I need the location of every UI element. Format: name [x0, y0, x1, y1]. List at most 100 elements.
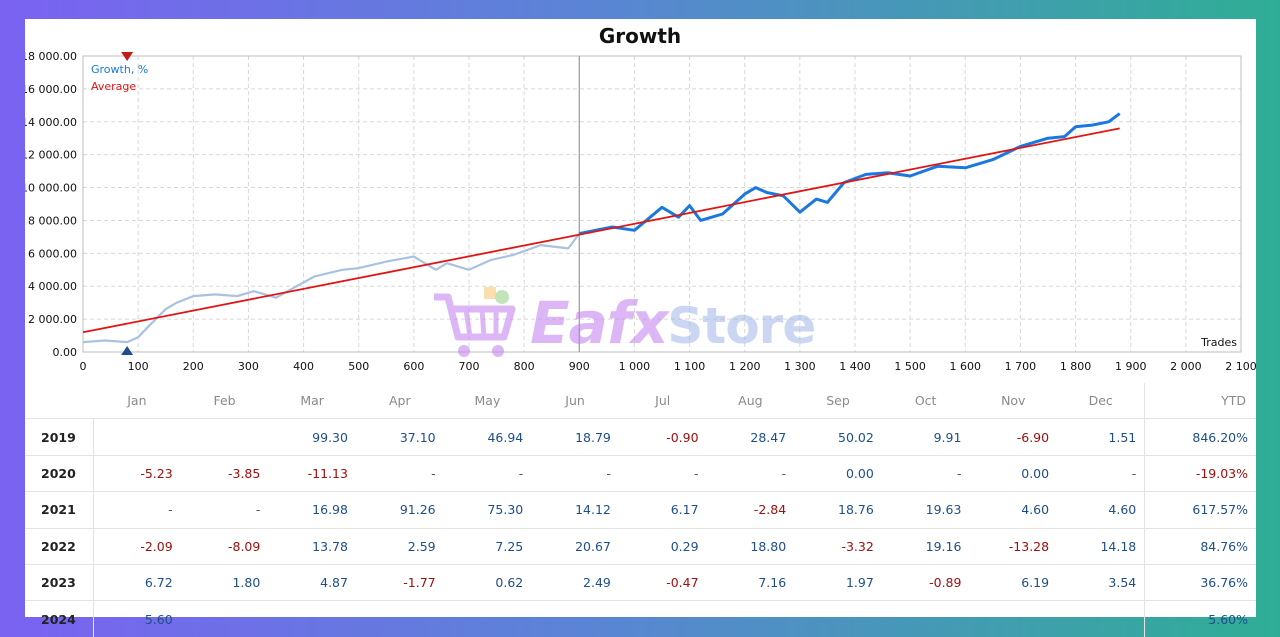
x-tick-label: 500: [348, 360, 369, 373]
month-value-cell: 20.67: [531, 528, 619, 565]
x-tick-label: 1 700: [1005, 360, 1037, 373]
x-tick-label: 1 900: [1115, 360, 1147, 373]
month-value-cell: [180, 418, 269, 456]
month-value-cell: -6.90: [969, 418, 1058, 456]
table-row: 2023 6.72 1.80 4.87 -1.77 0.62 2.49 -0.47 7.16 1.…: [25, 564, 1256, 602]
month-value-cell: [181, 601, 269, 637]
monthly-returns-table: Jan Feb Mar Apr May Jun Jul Aug Sep Oct …: [25, 383, 1256, 637]
month-value-cell: -: [1057, 455, 1145, 493]
month-value-cell: 0.00: [969, 455, 1058, 493]
ytd-value-cell: 846.20%: [1144, 418, 1256, 456]
y-tick-label: 8 000.00: [28, 214, 77, 227]
month-value-cell: 99.30: [268, 418, 356, 456]
month-header: May: [443, 383, 532, 420]
x-tick-label: 1 600: [950, 360, 982, 373]
month-value-cell: [356, 601, 444, 637]
month-value-cell: 1.97: [794, 564, 882, 602]
year-cell: 2024: [25, 600, 94, 637]
y-tick-label: 16 000.00: [25, 83, 77, 96]
chart-title: Growth: [599, 24, 681, 48]
month-value-cell: 91.26: [355, 491, 444, 529]
x-tick-label: 200: [183, 360, 204, 373]
month-value-cell: 16.98: [268, 491, 356, 529]
x-tick-label: 0: [80, 360, 87, 373]
month-value-cell: 2.49: [531, 564, 619, 602]
month-value-cell: 0.29: [618, 528, 707, 565]
x-tick-label: 1 800: [1060, 360, 1092, 373]
month-value-cell: 14.12: [531, 491, 619, 529]
month-value-cell: -: [355, 455, 444, 493]
growth-line-history: [82, 232, 581, 344]
x-tick-label: 1 400: [839, 360, 871, 373]
ytd-header: YTD: [1144, 383, 1256, 420]
x-tick-label: 600: [403, 360, 424, 373]
x-tick-label: 900: [569, 360, 590, 373]
month-value-cell: -2.84: [706, 491, 795, 529]
x-tick-label: 1 100: [674, 360, 706, 373]
month-value-cell: [882, 601, 970, 637]
month-value-cell: [93, 418, 181, 456]
month-value-cell: [268, 601, 356, 637]
average-line: [82, 127, 1120, 334]
month-value-cell: 4.60: [1057, 491, 1145, 529]
ytd-value-cell: 5.60%: [1144, 600, 1256, 637]
month-value-cell: [619, 601, 707, 637]
month-value-cell: -8.09: [180, 528, 269, 565]
month-value-cell: [794, 601, 882, 637]
month-value-cell: -0.47: [618, 564, 707, 602]
table-row: 2021- -16.98 91.26 75.30 14.12 6.17 -2.84 18.76…: [25, 491, 1256, 529]
table-row: 2019 99.30 37.10 46.94 18.79 -0.90 28.47 50.02 9…: [25, 418, 1256, 456]
month-header: Aug: [706, 383, 795, 420]
bottom-marker-icon: [121, 346, 134, 355]
year-cell: 2023: [25, 564, 94, 602]
month-value-cell: 37.10: [355, 418, 444, 456]
table-row: 2024 5.60 5.60%: [25, 600, 1256, 637]
growth-panel: Growth 0 100 200 300 400 500 600 700 800 900 1 000 1…: [25, 19, 1256, 637]
table-row: 2022 -2.09 -8.09 13.78 2.59 7.25 20.67 0.29 18.8…: [25, 528, 1256, 565]
ytd-value-cell: 617.57%: [1144, 491, 1256, 529]
month-value-cell: -0.89: [881, 564, 970, 602]
month-value-cell: -: [443, 455, 532, 493]
month-header: Oct: [881, 383, 970, 420]
month-value-cell: 50.02: [794, 418, 882, 456]
month-value-cell: [707, 601, 795, 637]
month-value-cell: [531, 601, 619, 637]
month-value-cell: 6.19: [969, 564, 1058, 602]
growth-line: [579, 112, 1121, 236]
month-value-cell: 7.16: [706, 564, 795, 602]
month-header: Feb: [180, 383, 269, 420]
month-value-cell: -3.32: [794, 528, 882, 565]
year-cell: 2022: [25, 528, 94, 565]
month-value-cell: -: [531, 455, 619, 493]
plot-frame: [82, 55, 1242, 353]
month-header: Mar: [268, 383, 356, 420]
x-tick-label: 1 000: [619, 360, 651, 373]
x-tick-label: 700: [459, 360, 480, 373]
month-value-cell: 75.30: [443, 491, 532, 529]
month-value-cell: 0.62: [443, 564, 532, 602]
y-tick-label: 14 000.00: [25, 116, 77, 129]
month-header: Dec: [1057, 383, 1145, 420]
month-value-cell: 19.16: [881, 528, 970, 565]
month-value-cell: 4.87: [268, 564, 356, 602]
month-value-cell: 9.91: [881, 418, 970, 456]
month-header: Jan: [93, 383, 181, 420]
month-value-cell: [444, 601, 532, 637]
month-value-cell: -13.28: [969, 528, 1058, 565]
month-header: Jul: [618, 383, 707, 420]
month-value-cell: 18.76: [794, 491, 882, 529]
year-cell: 2020: [25, 455, 94, 493]
month-value-cell: -: [93, 491, 181, 529]
month-value-cell: 0.00: [794, 455, 882, 493]
month-value-cell: 5.60: [144, 611, 173, 627]
x-axis-label: Trades: [1200, 336, 1237, 349]
month-value-cell: 7.25: [443, 528, 532, 565]
legend-growth: Growth, %: [91, 63, 148, 76]
month-value-cell: -3.85: [180, 455, 269, 493]
month-value-cell: [969, 601, 1057, 637]
top-marker-icon: [121, 52, 134, 61]
month-header: Sep: [794, 383, 882, 420]
month-header: Nov: [969, 383, 1058, 420]
month-value-cell: 6.72: [93, 564, 181, 602]
month-value-cell: 18.79: [531, 418, 619, 456]
